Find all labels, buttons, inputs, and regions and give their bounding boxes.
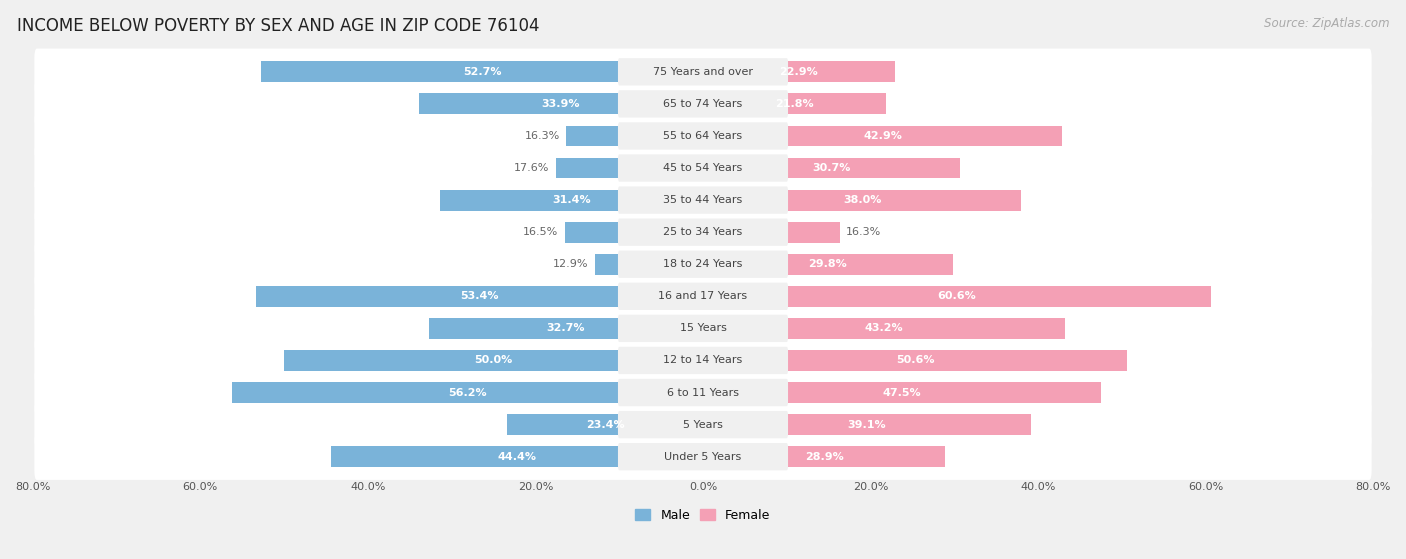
FancyBboxPatch shape <box>34 113 1372 159</box>
FancyBboxPatch shape <box>619 122 787 150</box>
Text: 56.2%: 56.2% <box>449 387 486 397</box>
Bar <box>703 61 894 82</box>
Bar <box>262 61 703 82</box>
Text: 60.6%: 60.6% <box>938 291 976 301</box>
Text: 6 to 11 Years: 6 to 11 Years <box>666 387 740 397</box>
Text: 53.4%: 53.4% <box>460 291 499 301</box>
Bar <box>703 254 953 274</box>
Text: INCOME BELOW POVERTY BY SEX AND AGE IN ZIP CODE 76104: INCOME BELOW POVERTY BY SEX AND AGE IN Z… <box>17 17 540 35</box>
Text: 12.9%: 12.9% <box>553 259 588 269</box>
Text: 52.7%: 52.7% <box>463 67 502 77</box>
Text: 65 to 74 Years: 65 to 74 Years <box>664 99 742 109</box>
Text: 42.9%: 42.9% <box>863 131 903 141</box>
FancyBboxPatch shape <box>619 411 787 438</box>
FancyBboxPatch shape <box>619 283 787 310</box>
Text: 33.9%: 33.9% <box>541 99 581 109</box>
Text: 47.5%: 47.5% <box>883 387 921 397</box>
Bar <box>508 414 703 435</box>
Text: 75 Years and over: 75 Years and over <box>652 67 754 77</box>
Bar <box>595 254 703 274</box>
Bar <box>703 93 886 114</box>
Bar <box>232 382 703 403</box>
Text: 31.4%: 31.4% <box>553 195 591 205</box>
Text: 44.4%: 44.4% <box>498 452 537 462</box>
FancyBboxPatch shape <box>34 433 1372 480</box>
Text: 18 to 24 Years: 18 to 24 Years <box>664 259 742 269</box>
FancyBboxPatch shape <box>34 209 1372 255</box>
Bar <box>567 126 703 146</box>
FancyBboxPatch shape <box>34 369 1372 416</box>
Bar <box>256 286 703 307</box>
Bar <box>330 446 703 467</box>
Bar <box>703 286 1211 307</box>
Text: Source: ZipAtlas.com: Source: ZipAtlas.com <box>1264 17 1389 30</box>
FancyBboxPatch shape <box>34 177 1372 224</box>
Text: 15 Years: 15 Years <box>679 324 727 333</box>
Bar <box>429 318 703 339</box>
Bar <box>703 350 1128 371</box>
FancyBboxPatch shape <box>619 154 787 182</box>
FancyBboxPatch shape <box>619 347 787 374</box>
FancyBboxPatch shape <box>34 49 1372 95</box>
FancyBboxPatch shape <box>34 401 1372 448</box>
Text: 32.7%: 32.7% <box>547 324 585 333</box>
Text: 50.0%: 50.0% <box>474 356 513 366</box>
Bar <box>703 190 1021 211</box>
Bar <box>703 446 945 467</box>
Bar <box>703 158 960 178</box>
Text: 28.9%: 28.9% <box>804 452 844 462</box>
FancyBboxPatch shape <box>34 241 1372 287</box>
FancyBboxPatch shape <box>619 379 787 406</box>
FancyBboxPatch shape <box>619 250 787 278</box>
Text: 16.3%: 16.3% <box>524 131 560 141</box>
FancyBboxPatch shape <box>619 187 787 214</box>
Text: 30.7%: 30.7% <box>813 163 851 173</box>
Text: 16.5%: 16.5% <box>523 227 558 237</box>
FancyBboxPatch shape <box>619 219 787 246</box>
FancyBboxPatch shape <box>34 145 1372 191</box>
Text: 12 to 14 Years: 12 to 14 Years <box>664 356 742 366</box>
Bar <box>419 93 703 114</box>
Text: 35 to 44 Years: 35 to 44 Years <box>664 195 742 205</box>
Text: 39.1%: 39.1% <box>848 420 886 430</box>
Text: 23.4%: 23.4% <box>586 420 624 430</box>
Bar <box>703 318 1064 339</box>
FancyBboxPatch shape <box>34 273 1372 320</box>
Text: 43.2%: 43.2% <box>865 324 903 333</box>
Text: 17.6%: 17.6% <box>513 163 548 173</box>
Text: 50.6%: 50.6% <box>896 356 934 366</box>
FancyBboxPatch shape <box>619 443 787 470</box>
Text: 16 and 17 Years: 16 and 17 Years <box>658 291 748 301</box>
FancyBboxPatch shape <box>619 90 787 117</box>
Bar <box>555 158 703 178</box>
FancyBboxPatch shape <box>34 305 1372 352</box>
Text: 29.8%: 29.8% <box>808 259 848 269</box>
Bar <box>703 222 839 243</box>
FancyBboxPatch shape <box>34 80 1372 127</box>
Bar <box>703 382 1101 403</box>
Text: 21.8%: 21.8% <box>775 99 814 109</box>
Legend: Male, Female: Male, Female <box>630 504 776 527</box>
Bar <box>440 190 703 211</box>
FancyBboxPatch shape <box>619 315 787 342</box>
Bar <box>703 414 1031 435</box>
Bar <box>565 222 703 243</box>
Bar <box>703 126 1063 146</box>
Bar <box>284 350 703 371</box>
Text: 38.0%: 38.0% <box>844 195 882 205</box>
Text: 55 to 64 Years: 55 to 64 Years <box>664 131 742 141</box>
Text: 22.9%: 22.9% <box>779 67 818 77</box>
FancyBboxPatch shape <box>619 58 787 86</box>
Text: Under 5 Years: Under 5 Years <box>665 452 741 462</box>
Text: 16.3%: 16.3% <box>846 227 882 237</box>
Text: 45 to 54 Years: 45 to 54 Years <box>664 163 742 173</box>
Text: 5 Years: 5 Years <box>683 420 723 430</box>
FancyBboxPatch shape <box>34 337 1372 383</box>
Text: 25 to 34 Years: 25 to 34 Years <box>664 227 742 237</box>
